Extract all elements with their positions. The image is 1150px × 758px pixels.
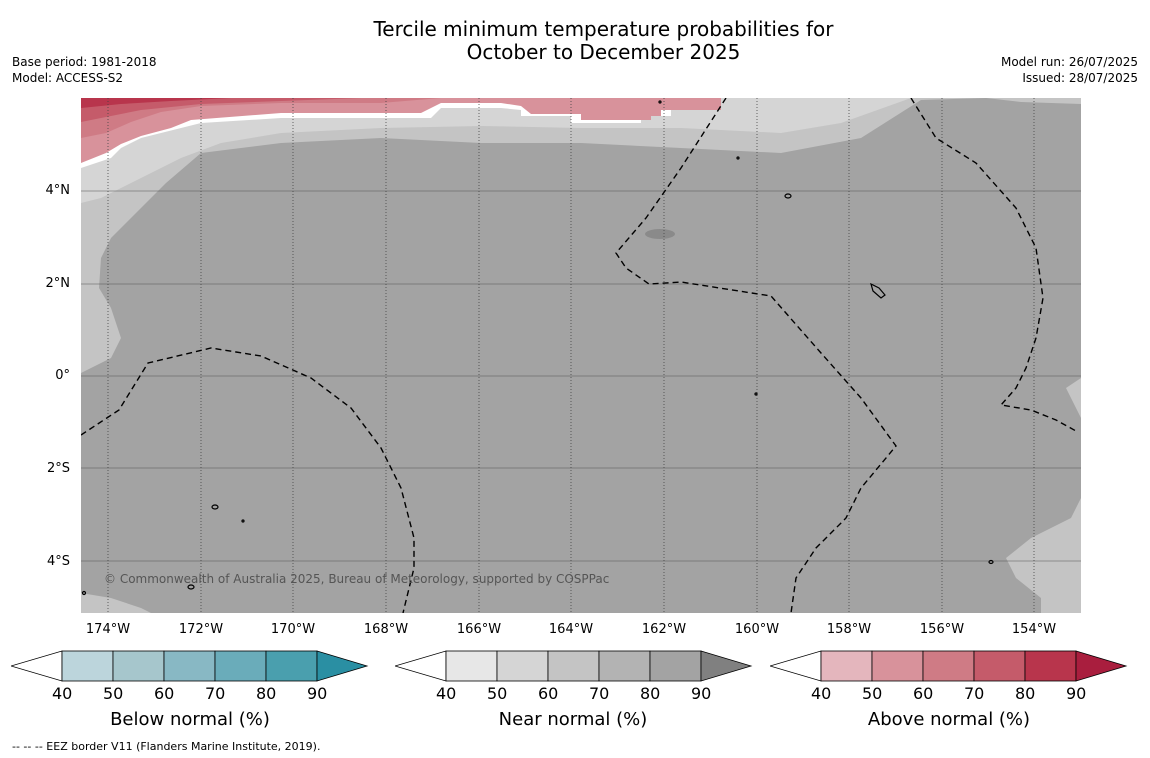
copyright-notice: © Commonwealth of Australia 2025, Bureau… [104, 572, 610, 586]
colorbar-arrow-left [11, 650, 63, 682]
colorbar-cell [547, 650, 600, 682]
above-normal-50-region [81, 98, 721, 163]
lat-label-2s: 2°S [46, 461, 70, 476]
tick-label: 70 [964, 684, 985, 703]
near-normal-90-patch [645, 229, 675, 239]
tick-label: 70 [589, 684, 610, 703]
tick-label: 60 [913, 684, 934, 703]
colorbar-cell [922, 650, 975, 682]
colorbar-near-normal [395, 650, 753, 682]
island [736, 156, 740, 160]
tick-label: 80 [640, 684, 661, 703]
island [81, 590, 87, 596]
tick-label: 50 [103, 684, 124, 703]
above-normal-60-region [81, 98, 441, 138]
lat-label-4n: 4°N [45, 183, 71, 198]
colorbar-arrow-left [395, 650, 447, 682]
meta-right: Model run: 26/07/2025 Issued: 28/07/2025 [1001, 54, 1138, 86]
tick-label: 80 [1015, 684, 1036, 703]
lat-label-0: 0° [55, 368, 70, 383]
lon-label-164w: 164°W [548, 622, 594, 637]
colorbar-cell [163, 650, 216, 682]
colorbar-arrow-right [316, 650, 369, 682]
near-normal-80-region [81, 98, 1081, 613]
near-normal-60-region [81, 98, 1081, 203]
colorbar-cell [598, 650, 651, 682]
lon-label-162w: 162°W [641, 622, 687, 637]
title-line-1: Tercile minimum temperature probabilitie… [373, 17, 834, 41]
tick-label: 90 [1066, 684, 1087, 703]
eez-borders [81, 98, 1077, 613]
tick-label: 70 [205, 684, 226, 703]
lon-label-158w: 158°W [826, 622, 872, 637]
colorbar-arrow-right [1075, 650, 1128, 682]
tick-label: 40 [811, 684, 832, 703]
colorbar-cell [871, 650, 924, 682]
island [870, 282, 886, 299]
lon-label-166w: 166°W [456, 622, 502, 637]
model-run: Model run: 26/07/2025 [1000, 55, 1138, 69]
island [754, 392, 758, 396]
tick-label: 80 [256, 684, 277, 703]
colorbar-arrow-left [770, 650, 822, 682]
lon-label-168w: 168°W [363, 622, 409, 637]
colorbar-cell [112, 650, 165, 682]
model-name: Model: ACCESS-S2 [12, 71, 124, 85]
island [658, 100, 662, 104]
island [187, 584, 195, 590]
colorbar-title-below: Below normal (%) [110, 709, 270, 730]
colorbar-cell [973, 650, 1026, 682]
lon-label-172w: 172°W [178, 622, 224, 637]
near-normal-70-southwest-patch [81, 593, 151, 613]
above-normal-70-region [81, 98, 361, 122]
lon-label-154w: 154°W [1011, 622, 1057, 637]
lat-label-4s: 4°S [46, 554, 70, 569]
colorbar-cell [265, 650, 318, 682]
colorbar-cell [445, 650, 498, 682]
tick-label: 90 [307, 684, 328, 703]
base-period: Base period: 1981-2018 [12, 55, 157, 69]
tick-label: 60 [154, 684, 175, 703]
eez-footnote: -- -- -- EEZ border V11 (Flanders Marine… [12, 740, 321, 753]
island [988, 559, 994, 565]
island [241, 519, 245, 523]
lon-label-170w: 170°W [270, 622, 316, 637]
colorbar-cell [820, 650, 873, 682]
colorbar-cell [61, 650, 114, 682]
tick-label: 40 [52, 684, 73, 703]
islands [81, 100, 994, 596]
near-normal-70-southeast-region [1006, 498, 1081, 613]
colorbar-cell [496, 650, 549, 682]
lon-label-160w: 160°W [734, 622, 780, 637]
meta-left: Base period: 1981-2018 Model: ACCESS-S2 [12, 54, 157, 86]
tick-label: 50 [487, 684, 508, 703]
colorbar-cell [214, 650, 267, 682]
title-line-2: October to December 2025 [466, 40, 741, 64]
colorbar-cell [1024, 650, 1077, 682]
colorbar-title-above: Above normal (%) [867, 709, 1031, 730]
issued-date: Issued: 28/07/2025 [1022, 71, 1138, 85]
lon-label-174w: 174°W [85, 622, 131, 637]
lat-label-2n: 2°N [45, 276, 71, 291]
tick-label: 40 [436, 684, 457, 703]
island [211, 504, 219, 510]
tick-label: 90 [691, 684, 712, 703]
colorbar-title-near: Near normal (%) [498, 709, 648, 730]
island [784, 193, 792, 199]
above-normal-80-region [81, 98, 231, 108]
map-title: Tercile minimum temperature probabilitie… [0, 18, 1150, 64]
colorbar-above-normal [770, 650, 1128, 682]
colorbar-below-normal [11, 650, 369, 682]
forecast-map [81, 98, 1081, 613]
near-normal-70-east-patch [1066, 378, 1081, 418]
colorbar-cell [649, 650, 702, 682]
tick-label: 50 [862, 684, 883, 703]
colorbar-arrow-right [700, 650, 753, 682]
longitude-gridlines [107, 98, 1035, 613]
lon-label-156w: 156°W [919, 622, 965, 637]
tick-label: 60 [538, 684, 559, 703]
latitude-gridlines [81, 190, 1081, 562]
